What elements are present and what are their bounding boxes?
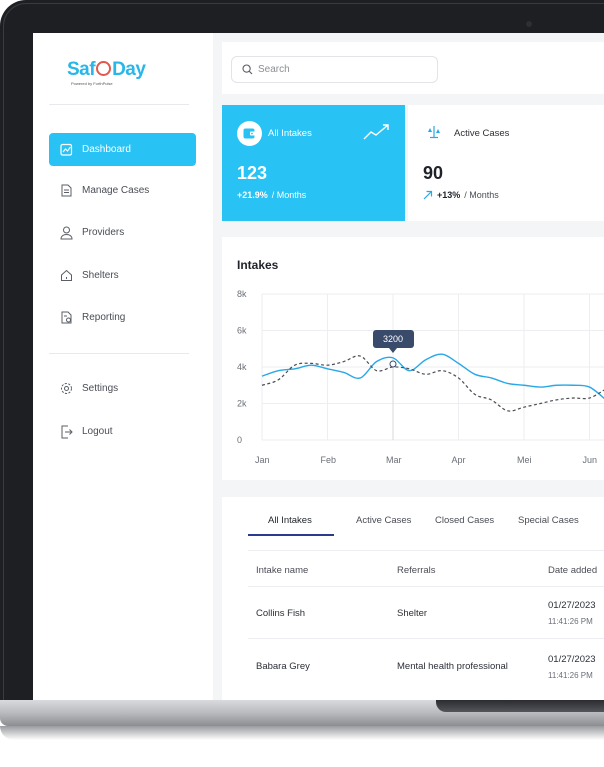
home-icon [60,269,73,282]
arrow-up-right-icon [423,190,433,200]
x-tick-label: Jun [583,455,598,465]
column-header-referrals[interactable]: Referrals [397,565,436,576]
sidebar-item-logout[interactable]: Logout [49,415,196,448]
sidebar-divider [49,353,189,354]
cell-referral: Mental health professional [397,661,508,672]
x-tick-label: Mei [517,455,532,465]
chart-box-icon [60,143,73,156]
tooltip-pointer [389,348,397,353]
card-change: +21.9% / Months [237,190,306,200]
app-screen: Saf Day Powered by ForthPulse Dashboard M… [33,33,604,700]
series-line-solid [261,353,604,400]
sidebar-item-label: Settings [82,383,119,394]
scales-icon [427,125,441,144]
cell-intake-name: Babara Grey [256,661,310,672]
y-tick-label: 4k [237,362,247,372]
tab-special-cases[interactable]: Special Cases [518,515,579,526]
intakes-chart-card: Intakes 8k 6k 4k 2k 0 Jan Feb Mar Apr Mei Jun 3200 [222,237,604,480]
sidebar-item-label: Dashboard [82,144,131,155]
tab-closed-cases[interactable]: Closed Cases [435,515,495,526]
y-tick-label: 2k [237,399,247,409]
chart-title: Intakes [237,258,279,272]
document-icon [60,184,73,197]
cell-time: 11:41:26 PM [548,671,593,680]
laptop-notch [436,700,604,712]
card-value: 90 [423,163,444,183]
x-tick-label: Feb [321,455,337,465]
wallet-icon [237,121,262,146]
sidebar-item-label: Logout [82,426,113,437]
tooltip-label: 3200 [383,334,403,344]
tooltip-box [373,330,414,348]
table-divider [248,586,604,587]
y-tick-label: 0 [237,435,242,445]
sidebar-item-reporting[interactable]: Reporting [49,301,196,334]
sidebar-item-label: Reporting [82,312,126,323]
webcam [526,21,532,27]
active-tab-indicator [248,534,334,536]
laptop-shadow [0,726,604,740]
logo-subtitle: Powered by ForthPulse [71,81,113,86]
x-tick-label: Mar [386,455,402,465]
search-icon [242,64,253,75]
logout-icon [60,425,73,438]
stat-card-all-intakes[interactable]: All Intakes 123 +21.9% / Months [222,105,405,221]
y-tick-label: 8k [237,289,247,299]
report-icon [60,311,73,324]
cell-date: 01/27/2023 [548,600,596,611]
x-tick-label: Jan [255,455,270,465]
cell-intake-name: Collins Fish [256,608,306,619]
x-tick-label: Apr [452,455,466,465]
tab-all-intakes[interactable]: All Intakes [268,515,312,526]
column-header-date-added[interactable]: Date added [548,565,598,576]
card-value: 123 [237,163,268,183]
table-divider [248,638,604,639]
sidebar-item-shelters[interactable]: Shelters [49,259,196,292]
change-period: / Months [464,190,499,200]
sidebar-item-label: Manage Cases [82,185,150,196]
table-divider [248,550,604,551]
tooltip-point [389,360,397,368]
sidebar-item-dashboard[interactable]: Dashboard [49,133,196,166]
sidebar-divider [49,104,189,105]
change-percent: +21.9% [237,190,268,200]
sidebar-item-providers[interactable]: Providers [49,216,196,249]
logo-mark-icon [96,61,112,76]
sidebar-item-settings[interactable]: Settings [49,372,196,405]
cell-time: 11:41:26 PM [548,617,593,626]
intakes-table-card: All Intakes Active Cases Closed Cases Sp… [222,497,604,700]
column-header-intake-name[interactable]: Intake name [256,565,309,576]
intakes-line-chart: 8k 6k 4k 2k 0 Jan Feb Mar Apr Mei Jun 3200 [237,289,604,465]
sidebar-item-label: Shelters [82,270,119,281]
sidebar-item-label: Providers [82,227,125,238]
change-percent: +13% [437,190,461,200]
card-change: +13% / Months [423,190,499,200]
tab-active-cases[interactable]: Active Cases [356,515,412,526]
y-tick-label: 6k [237,326,247,336]
search-input[interactable]: Search [231,56,438,83]
trend-up-icon [363,123,391,146]
gear-icon [60,382,73,395]
search-placeholder: Search [258,64,290,75]
user-icon [60,226,73,239]
card-title: All Intakes [268,128,312,139]
cell-date: 01/27/2023 [548,654,596,665]
sidebar: Saf Day Powered by ForthPulse Dashboard M… [33,33,213,700]
stat-card-active-cases[interactable]: Active Cases 90 +13% / Months [408,105,604,221]
logo: Saf Day Powered by ForthPulse [67,59,146,86]
top-bar: Search [222,42,604,94]
sidebar-item-manage-cases[interactable]: Manage Cases [49,174,196,207]
series-line-dashed [261,355,604,412]
change-period: / Months [271,190,307,200]
cell-referral: Shelter [397,608,428,619]
card-title: Active Cases [454,128,510,139]
